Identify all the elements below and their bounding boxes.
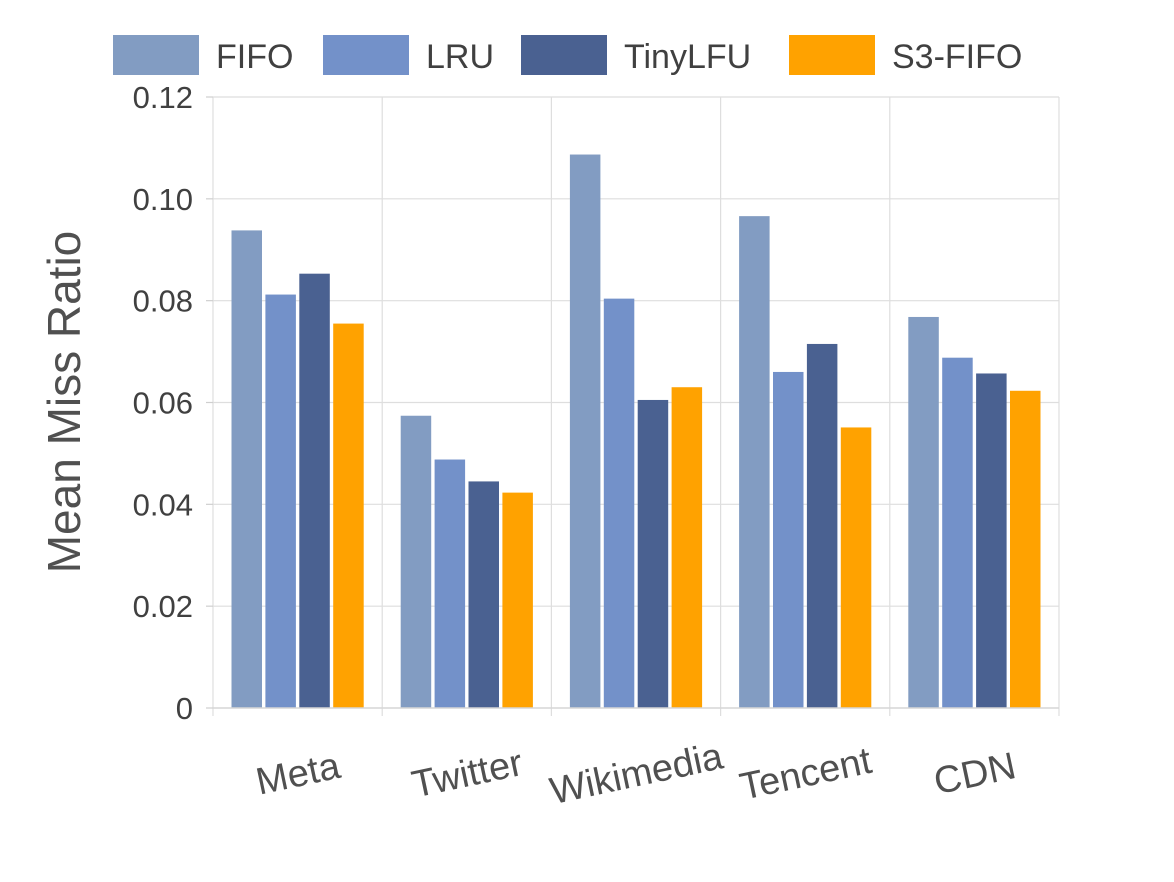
y-tick-label: 0.06	[133, 386, 193, 421]
bar-tinylfu-twitter	[468, 481, 499, 708]
x-category-label: Meta	[252, 745, 344, 804]
bar-tinylfu-meta	[299, 273, 330, 708]
bar-tinylfu-tencent	[806, 343, 838, 708]
bar-lru-wikimedia	[603, 298, 635, 708]
x-category-label: Wikimedia	[546, 735, 727, 813]
y-tick-label: 0.12	[133, 80, 193, 115]
x-category-label: CDN	[930, 745, 1019, 803]
legend-label: S3-FIFO	[892, 38, 1022, 76]
bar-fifo-meta	[231, 230, 262, 708]
legend-swatch-lru	[323, 35, 409, 75]
bar-s3-fifo-cdn	[1010, 390, 1041, 708]
x-category-label: Tencent	[736, 740, 875, 809]
y-tick-label: 0.10	[133, 182, 193, 217]
bar-s3-fifo-wikimedia	[671, 387, 703, 708]
bar-lru-twitter	[434, 459, 466, 708]
legend-label: FIFO	[216, 38, 293, 76]
bar-tinylfu-wikimedia	[637, 399, 669, 708]
bar-s3-fifo-meta	[333, 323, 364, 708]
legend-swatch-tinylfu	[521, 35, 607, 75]
legend-label: TinyLFU	[624, 38, 751, 76]
bar-tinylfu-cdn	[976, 373, 1007, 708]
legend-swatch-fifo	[113, 35, 199, 75]
legend-label: LRU	[426, 38, 494, 76]
bar-lru-cdn	[942, 357, 973, 708]
bars	[231, 154, 1041, 708]
bar-fifo-tencent	[739, 216, 770, 708]
y-axis-title: Mean Miss Ratio	[38, 231, 90, 574]
bar-s3-fifo-twitter	[502, 492, 533, 708]
bar-fifo-twitter	[400, 415, 432, 708]
bar-fifo-cdn	[908, 316, 939, 708]
y-tick-label: 0.02	[133, 589, 193, 624]
x-category-label: Twitter	[408, 742, 527, 806]
bar-s3-fifo-tencent	[840, 427, 872, 708]
bar-lru-tencent	[773, 371, 804, 708]
bar-lru-meta	[265, 294, 296, 708]
y-tick-label: 0.04	[133, 487, 193, 522]
bar-fifo-wikimedia	[569, 154, 601, 708]
legend-swatch-s3-fifo	[789, 35, 875, 75]
legend: FIFO LRU TinyLFU S3-FIFO	[113, 35, 1022, 76]
y-tick-label: 0	[176, 691, 193, 726]
y-tick-label: 0.08	[133, 284, 193, 319]
